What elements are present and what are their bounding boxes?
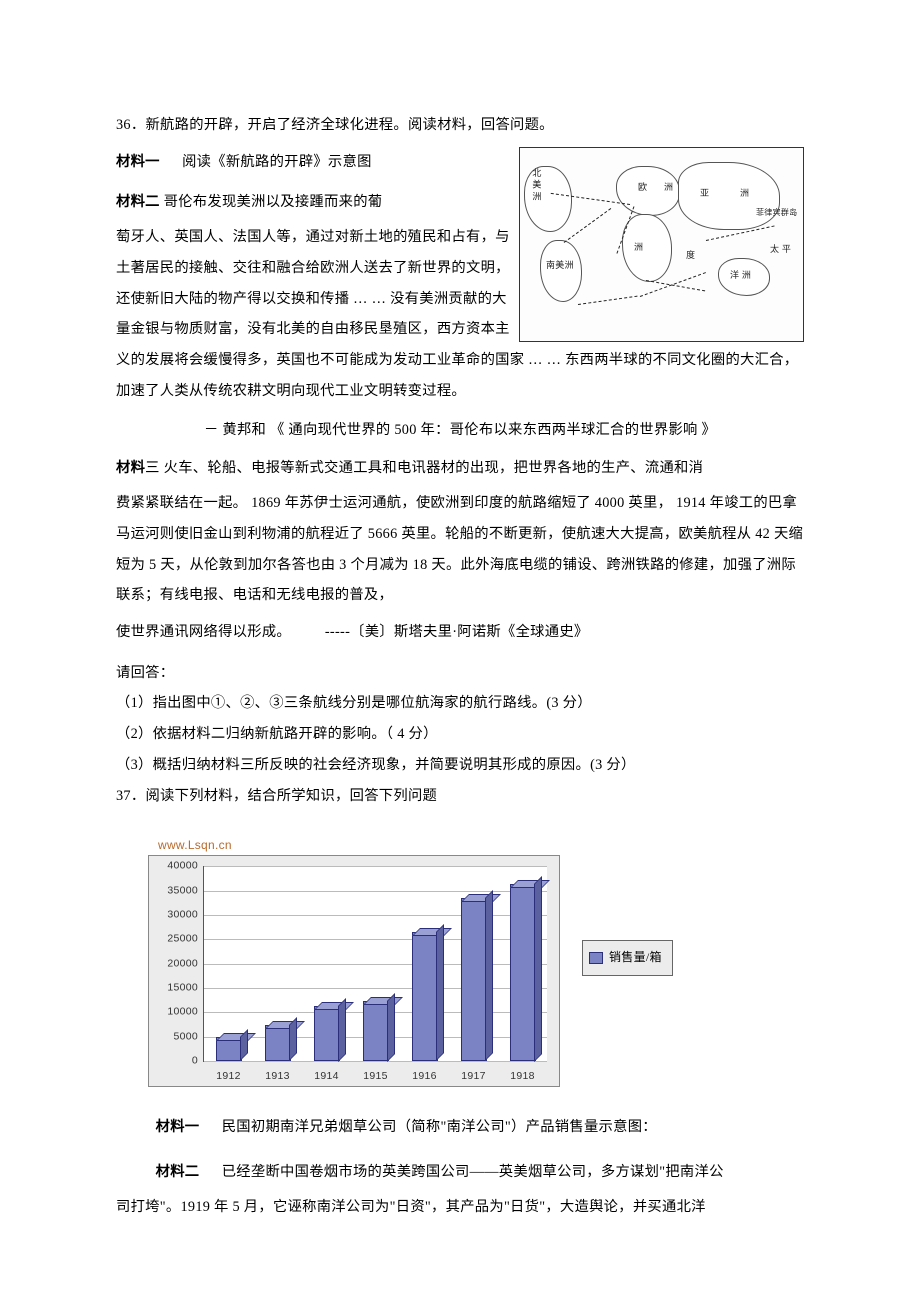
chart-ytick: 20000 (167, 952, 198, 975)
q37-m2-body: 已经垄断中国卷烟市场的英美跨国公司——英美烟草公司，多方谋划"把南洋公 (222, 1164, 724, 1180)
q36-intro: 36．新航路的开辟，开启了经济全球化进程。阅读材料，回答问题。 (116, 110, 804, 141)
legend-swatch (589, 952, 603, 964)
map-label-ph: 菲律宾群岛 (756, 204, 797, 221)
m3-title: 材料 (116, 460, 145, 476)
chart-xtick: 1916 (412, 1065, 437, 1088)
chart-bar (510, 886, 536, 1062)
legend-label: 销售量/箱 (609, 945, 662, 971)
map-label-as2: 洲 (740, 184, 749, 203)
map-label-as1: 亚 (700, 184, 709, 203)
m2-lead-text: 哥伦布发现美洲以及接踵而来的葡 (164, 194, 383, 210)
m3-title2: 三 (145, 460, 160, 476)
material3-last: 使世界通讯网络得以形成。 -----〔美〕斯塔夫里·阿诺斯《全球通史》 (116, 617, 804, 648)
route-map: 北 美 洲 南美洲 欧 洲 亚 洲 洲 菲律宾群岛 洋 洲 太 平 度 (519, 147, 804, 342)
material3-lead: 材料三 火车、轮船、电报等新式交通工具和电讯器材的出现，把世界各地的生产、流通和… (116, 453, 804, 484)
chart-bar (363, 1003, 389, 1062)
material3-body: 费紧紧联结在一起。 1869 年苏伊士运河通航，使欧洲到印度的航路缩短了 400… (116, 488, 804, 611)
chart-bar (461, 900, 487, 1061)
chart-gridline (204, 891, 547, 892)
chart-bar (216, 1039, 242, 1061)
q37-material1: 材料一 民国初期南洋兄弟烟草公司（简称"南洋公司"）产品销售量示意图： (116, 1112, 804, 1143)
chart-ytick: 40000 (167, 855, 198, 878)
m3-source: -----〔美〕斯塔夫里·阿诺斯《全球通史》 (325, 617, 589, 648)
chart-xtick: 1912 (216, 1065, 241, 1088)
map-label-eu: 欧 (638, 178, 647, 197)
m2-source: － 黄邦和 《 通向现代世界的 500 年：哥伦布以来东西两半球汇合的世界影响 … (116, 415, 804, 446)
q37-m2-title: 材料二 (156, 1164, 200, 1180)
m3-last-text: 使世界通讯网络得以形成。 (116, 624, 291, 640)
map-label-oc: 洋 洲 (730, 266, 751, 285)
chart-ytick: 15000 (167, 977, 198, 1000)
q37-m1-body: 民国初期南洋兄弟烟草公司（简称"南洋公司"）产品销售量示意图： (222, 1119, 657, 1135)
m1-title: 材料一 (116, 154, 160, 170)
map-label-ind: 度 (686, 246, 695, 265)
chart-box: 0500010000150002000025000300003500040000… (148, 855, 560, 1087)
map-label-eu2: 洲 (664, 178, 673, 197)
m2-title: 材料二 (116, 194, 160, 210)
chart-gridline (204, 939, 547, 940)
answer-head: 请回答： (116, 658, 804, 689)
chart-ytick: 25000 (167, 928, 198, 951)
chart-bar (265, 1027, 291, 1061)
chart-ytick: 35000 (167, 879, 198, 902)
q36-sub2: （2）依据材料二归纳新航路开辟的影响。（ 4 分） (116, 719, 804, 750)
chart-bar (314, 1008, 340, 1062)
chart-xtick: 1913 (265, 1065, 290, 1088)
chart-gridline (204, 1061, 547, 1062)
chart-gridline (204, 964, 547, 965)
chart-gridline (204, 915, 547, 916)
chart-xtick: 1918 (510, 1065, 535, 1088)
chart-xtick: 1917 (461, 1065, 486, 1088)
chart-bar (412, 934, 438, 1061)
map-label-af2: 洲 (634, 238, 643, 257)
chart-ytick: 10000 (167, 1001, 198, 1024)
map-label-pac: 太 平 (770, 240, 791, 259)
m3-lead-text: 火车、轮船、电报等新式交通工具和电讯器材的出现，把世界各地的生产、流通和消 (164, 460, 704, 476)
q36-sub1: （1）指出图中①、②、③三条航线分别是哪位航海家的航行路线。(3 分） (116, 688, 804, 719)
chart-ytick: 5000 (173, 1026, 198, 1049)
m1-body: 阅读《新航路的开辟》示意图 (182, 154, 372, 170)
q36-sub3: （3）概括归纳材料三所反映的社会经济现象，并简要说明其形成的原因。(3 分） (116, 750, 804, 781)
chart-plot: 0500010000150002000025000300003500040000… (203, 866, 547, 1062)
chart-xtick: 1915 (363, 1065, 388, 1088)
floated-section: 北 美 洲 南美洲 欧 洲 亚 洲 洲 菲律宾群岛 洋 洲 太 平 度 材料一 … (116, 141, 804, 407)
q37-m2-rest: 司打垮"。1919 年 5 月，它诬称南洋公司为"日资"，其产品为"日货"，大造… (116, 1192, 804, 1223)
q37-intro: 37．阅读下列材料，结合所学知识，回答下列问题 (116, 781, 804, 812)
sales-chart: www.Lsqn.cn 0500010000150002000025000300… (148, 833, 708, 1087)
chart-xtick: 1914 (314, 1065, 339, 1088)
map-label-sa: 南美洲 (546, 256, 574, 275)
chart-legend: 销售量/箱 (582, 940, 673, 976)
chart-ytick: 30000 (167, 904, 198, 927)
map-label-na: 北 美 洲 (526, 168, 545, 201)
q37-material2: 材料二 已经垄断中国卷烟市场的英美跨国公司——英美烟草公司，多方谋划"把南洋公 (116, 1157, 804, 1188)
chart-gridline (204, 988, 547, 989)
chart-gridline (204, 866, 547, 867)
chart-ytick: 0 (192, 1050, 198, 1073)
q37-m1-title: 材料一 (156, 1119, 200, 1135)
